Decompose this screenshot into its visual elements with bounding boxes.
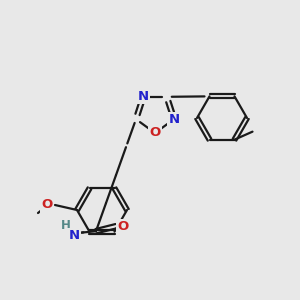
Text: N: N xyxy=(138,90,149,103)
Text: O: O xyxy=(41,199,52,212)
Text: N: N xyxy=(68,229,80,242)
Text: H: H xyxy=(61,219,71,232)
Text: O: O xyxy=(149,127,161,140)
Text: O: O xyxy=(117,220,129,233)
Text: N: N xyxy=(169,113,180,126)
